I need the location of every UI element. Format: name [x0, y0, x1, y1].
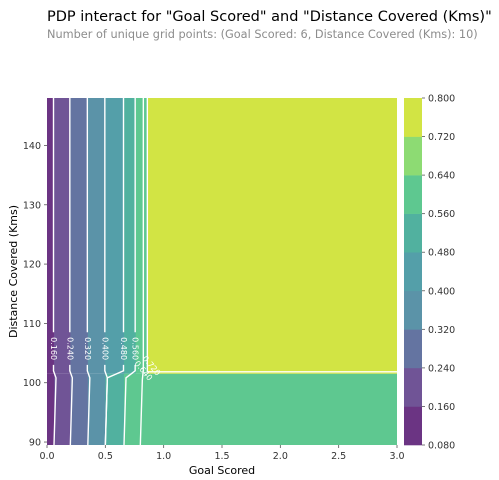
x-axis: 0.0 0.5 1.0 1.5 2.0 2.5 3.0: [39, 445, 405, 462]
colorbar-segment-1: [404, 367, 422, 407]
contour-label-0.560: 0.560: [131, 337, 140, 360]
x-tick-label-4: 2.0: [273, 451, 288, 462]
contour-label-0.480: 0.480: [119, 337, 128, 360]
contour-line-0.240: [69, 98, 74, 446]
colorbar-tick-label-8: 0.720: [428, 132, 455, 143]
contour-line-0.320: [86, 98, 91, 446]
y-tick-label-4: 130: [23, 200, 41, 211]
contour-band-upper-2: [70, 98, 89, 374]
contour-band-upper-0: [47, 98, 55, 374]
contour-fills: [47, 98, 397, 445]
contour-band-lower-0: [47, 373, 55, 445]
colorbar-segment-4: [404, 252, 422, 292]
colorbar-tick-label-3: 0.320: [428, 325, 455, 336]
x-tick-label-3: 1.5: [214, 451, 229, 462]
colorbar-tick-label-4: 0.400: [428, 286, 455, 297]
x-tick-label-5: 2.5: [331, 451, 346, 462]
colorbar-segment-7: [404, 136, 422, 176]
colorbar-tick-label-6: 0.560: [428, 209, 455, 220]
contour-line-0.160: [52, 98, 57, 446]
colorbar-segment-6: [404, 175, 422, 214]
colorbar-tick-label-0: 0.080: [428, 441, 455, 452]
colorbar: 0.080 0.160 0.240 0.320 0.400 0.480 0.560 0.640…: [404, 94, 455, 452]
contour-line-0.560: [123, 98, 136, 446]
y-tick-label-2: 110: [23, 319, 41, 330]
contour-label-0.160: 0.160: [49, 337, 58, 360]
contour-band-lower-3: [87, 373, 106, 445]
contour-region-upper-right: [147, 98, 397, 374]
contour-band-upper-3: [87, 98, 106, 374]
colorbar-segment-5: [404, 213, 422, 253]
contour-band-upper-5: [124, 98, 137, 374]
contour-band-lower-4: [105, 373, 125, 445]
contour-label-0.400: 0.400: [100, 337, 109, 360]
contour-band-lower-1: [54, 373, 71, 445]
colorbar-tick-label-1: 0.160: [428, 402, 455, 413]
x-tick-label-0: 0.0: [39, 451, 54, 462]
contour-label-0.320: 0.320: [83, 337, 92, 360]
y-axis-label: Distance Covered (Kms): [7, 205, 20, 338]
contour-band-lower-5: [124, 373, 137, 445]
colorbar-tick-label-2: 0.240: [428, 363, 455, 374]
y-tick-label-3: 120: [23, 260, 41, 271]
x-tick-label-6: 3.0: [389, 451, 404, 462]
chart-subtitle: Number of unique grid points: (Goal Scor…: [47, 28, 478, 41]
contour-band-upper-4: [105, 98, 125, 374]
colorbar-segment-3: [404, 290, 422, 330]
chart-title: PDP interact for "Goal Scored" and "Dist…: [47, 9, 492, 25]
x-tick-label-2: 1.0: [156, 451, 171, 462]
x-tick-label-1: 0.5: [98, 451, 113, 462]
colorbar-tick-label-7: 0.640: [428, 171, 455, 182]
contour-region-lower-right: [147, 373, 397, 445]
contour-line-0.720: [146, 98, 397, 373]
contour-lines: [52, 98, 397, 446]
y-tick-label-5: 140: [23, 141, 41, 152]
colorbar-tick-label-9: 0.800: [428, 94, 455, 105]
y-tick-label-0: 90: [29, 438, 41, 449]
y-axis: 90 100 110 120 130 140: [23, 141, 47, 449]
contour-line-0.480: [104, 98, 125, 446]
y-tick-label-1: 100: [23, 378, 41, 389]
x-axis-label: Goal Scored: [189, 464, 255, 477]
contour-band-upper-6: [135, 98, 148, 374]
colorbar-tick-label-5: 0.480: [428, 248, 455, 259]
colorbar-segment-8: [404, 98, 422, 137]
contour-band-lower-2: [70, 373, 89, 445]
contour-band-upper-1: [54, 98, 71, 374]
contour-label-0.240: 0.240: [65, 337, 74, 360]
colorbar-segment-0: [404, 406, 422, 446]
colorbar-segment-2: [404, 329, 422, 369]
contour-line-0.640: [139, 98, 145, 446]
